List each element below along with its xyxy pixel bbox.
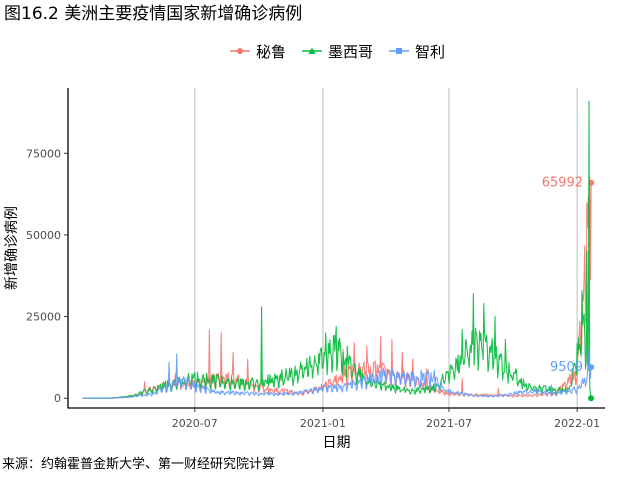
y-tick-label: 0	[54, 392, 61, 405]
legend-key-chile	[389, 48, 410, 54]
legend: 秘鲁 墨西哥 智利	[230, 40, 445, 62]
series-1	[82, 100, 595, 402]
series-2	[82, 348, 595, 399]
y-axis-title: 新增确诊病例	[4, 206, 20, 290]
legend-item-peru: 秘鲁	[230, 41, 286, 62]
series-line-2	[82, 348, 592, 399]
x-tick-label: 2021-07	[426, 417, 472, 430]
legend-item-mexico: 墨西哥	[302, 41, 373, 62]
source-note: 来源：约翰霍普金斯大学、第一财经研究院计算	[2, 457, 276, 472]
x-tick-label: 2020-07	[172, 417, 218, 430]
legend-label-peru: 秘鲁	[256, 42, 287, 61]
y-tick-label: 50000	[26, 229, 61, 242]
legend-key-peru	[230, 48, 250, 54]
y-tick-label: 75000	[26, 147, 61, 160]
y-tick-label: 25000	[26, 311, 61, 324]
series-end-label-0: 65992	[542, 176, 583, 191]
chart-title: 图16.2 美洲主要疫情国家新增确诊病例	[4, 4, 303, 24]
series-line-1	[82, 100, 592, 399]
legend-key-mexico	[302, 47, 323, 54]
x-tick-label: 2021-01	[300, 417, 346, 430]
x-axis-title: 日期	[323, 435, 351, 451]
legend-label-mexico: 墨西哥	[328, 42, 374, 61]
legend-label-chile: 智利	[415, 42, 446, 61]
legend-item-chile: 智利	[389, 41, 445, 62]
series-0	[82, 176, 595, 399]
x-tick-label: 2022-01	[554, 417, 600, 430]
series-end-label-2: 9509	[550, 360, 583, 375]
series-end-point-2	[588, 364, 595, 371]
series-end-point-1	[588, 395, 595, 402]
